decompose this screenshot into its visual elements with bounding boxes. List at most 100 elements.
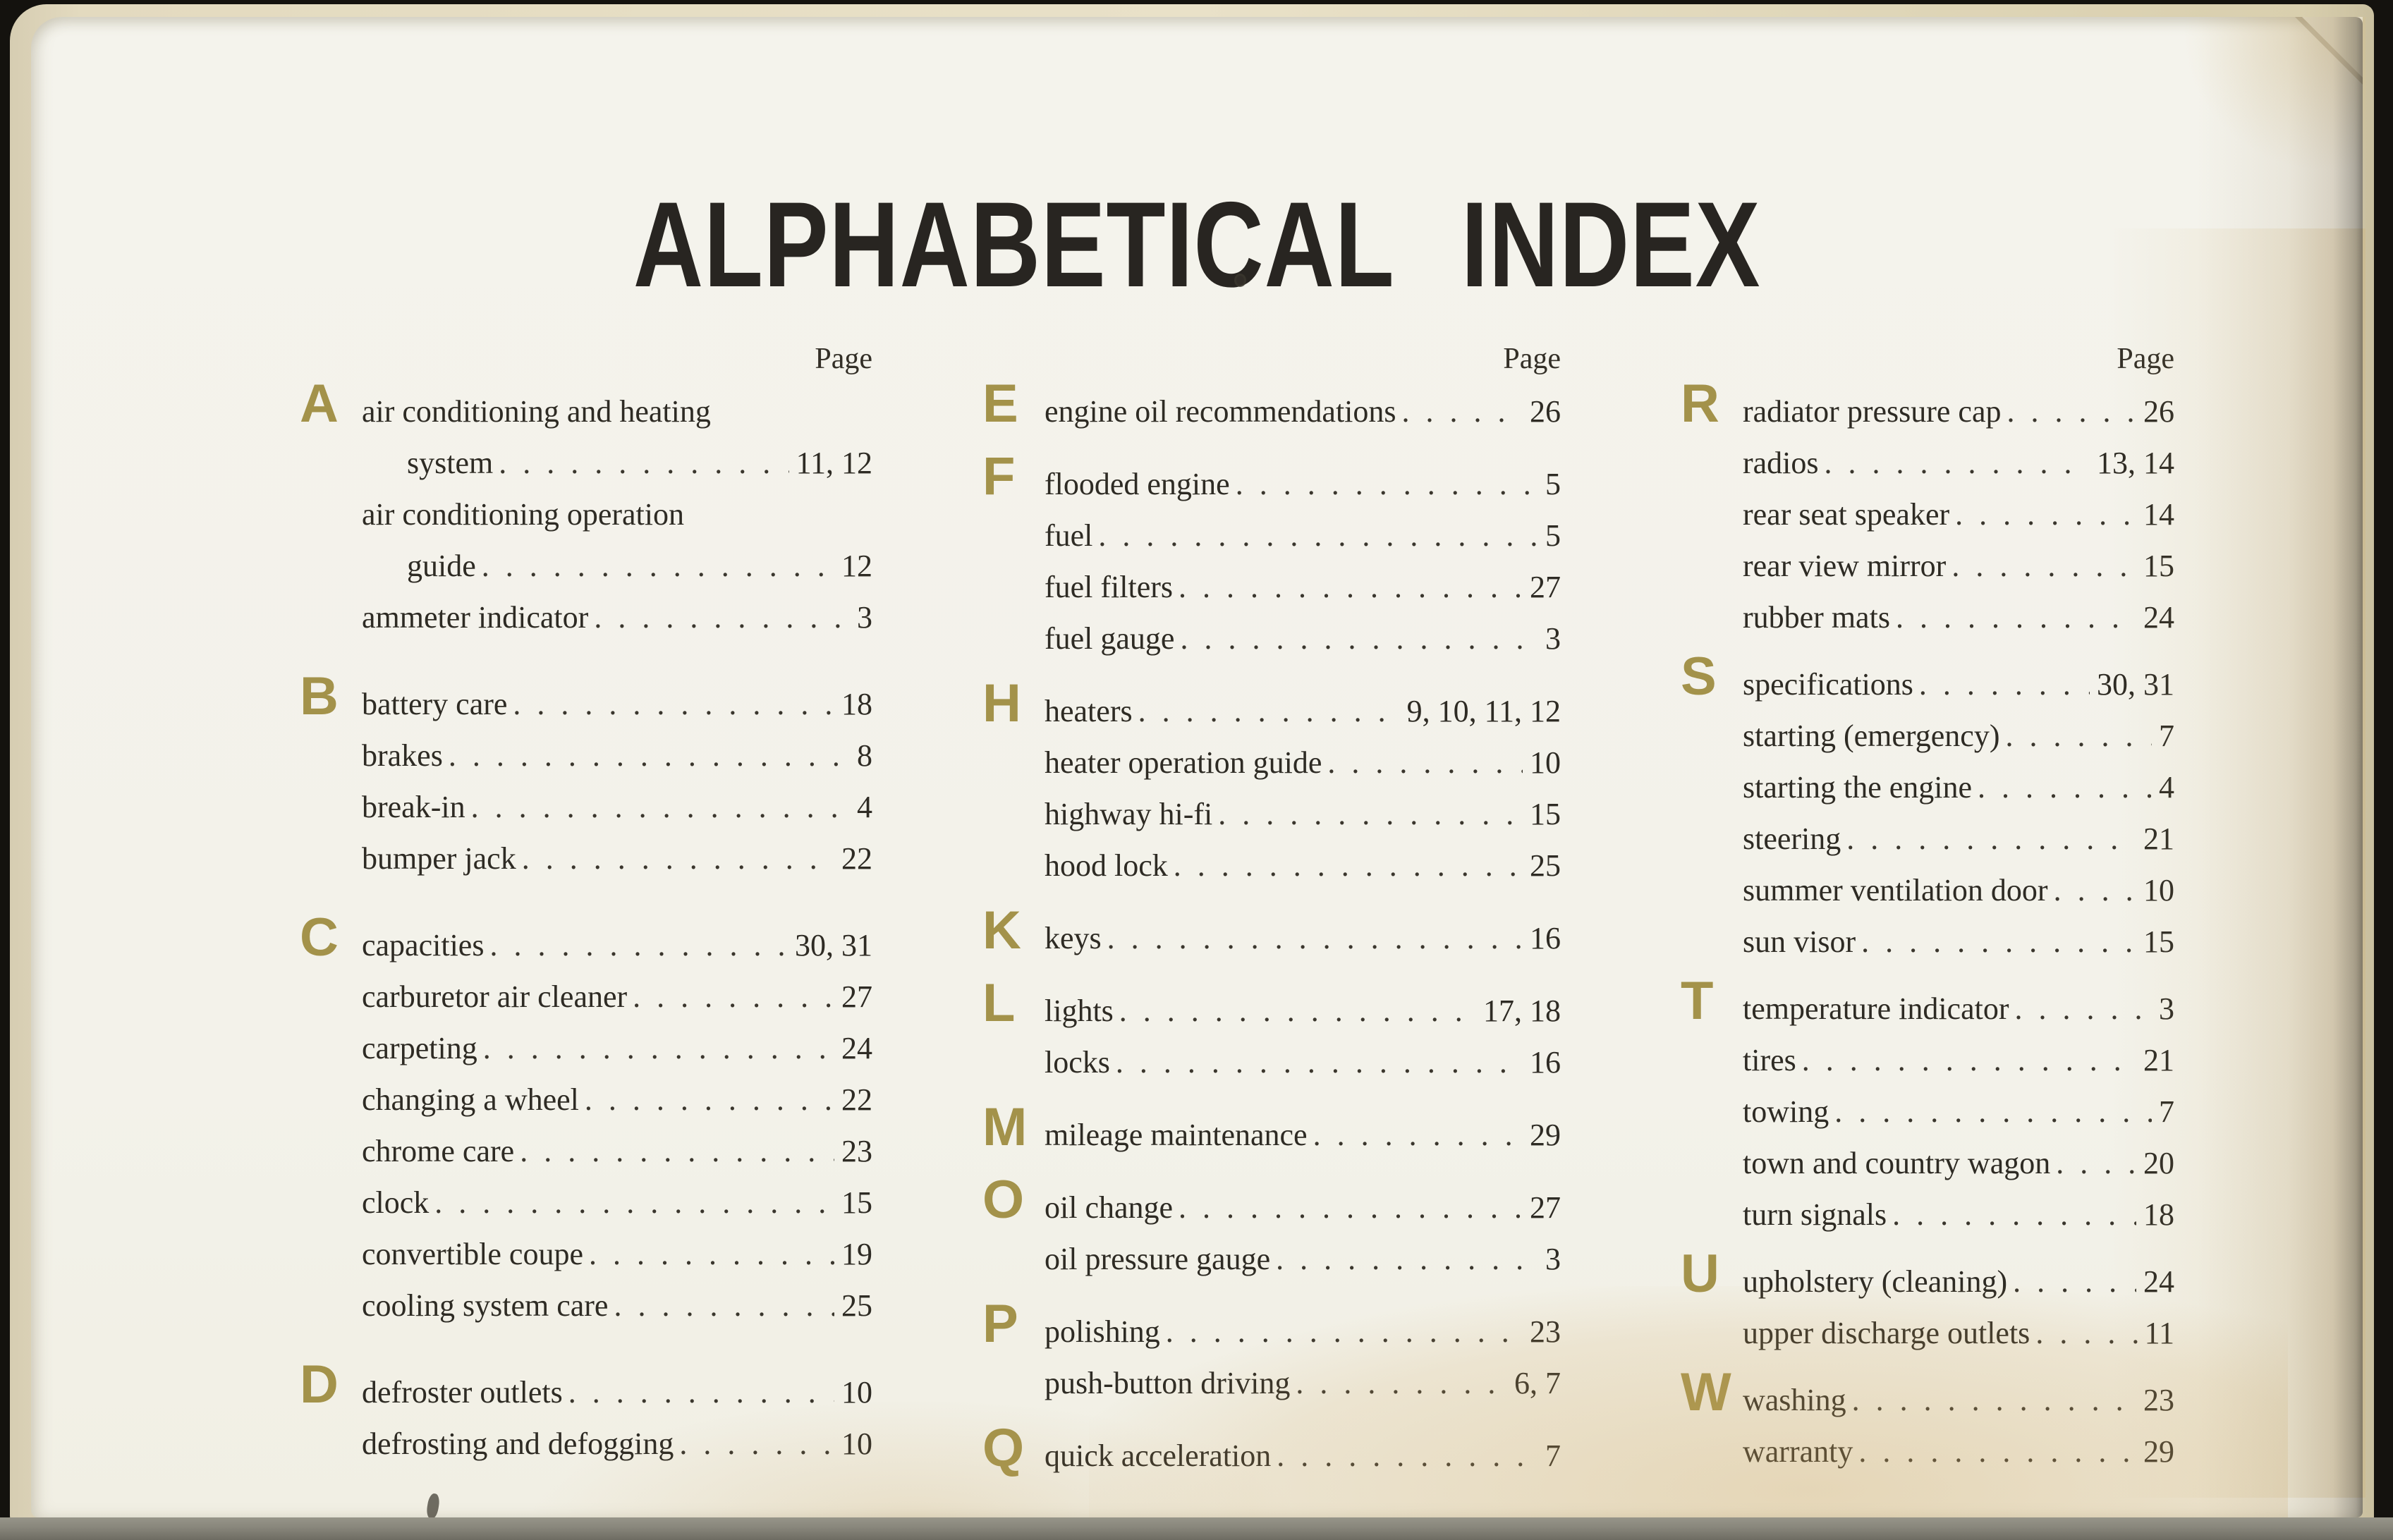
entry-page-numbers: 24: [2143, 600, 2174, 635]
entry-page-numbers: 8: [857, 738, 872, 773]
entry-page-numbers: 16: [1530, 1045, 1561, 1080]
page-column-header: Page: [815, 343, 872, 375]
entry-page-numbers: 7: [1545, 1438, 1561, 1473]
entry-page-numbers: 25: [841, 1288, 872, 1323]
entry-text: engine oil recommendations: [1045, 394, 1396, 429]
entry-text: hood lock: [1045, 848, 1168, 883]
letter-spacer: [300, 829, 362, 873]
page-column-header: Page: [1503, 343, 1561, 375]
index-row: air conditioning operation: [300, 485, 872, 537]
entry-page-numbers: 18: [2143, 1197, 2174, 1232]
dot-leader: [1951, 544, 2136, 588]
dot-leader: [614, 1284, 834, 1328]
letter-spacer: [982, 558, 1045, 601]
letter-spacer: [982, 836, 1045, 880]
index-row: fuel filters 27: [982, 558, 1561, 609]
dot-leader: [449, 734, 850, 778]
index-row: convertible coupe 19: [300, 1225, 872, 1276]
entry-text: lights: [1045, 994, 1114, 1028]
letter-spacer: [300, 778, 362, 821]
letter-spacer: [982, 609, 1045, 653]
entry-text: battery care: [362, 687, 508, 721]
entry-page-numbers: 7: [2159, 719, 2174, 753]
index-row: warranty 29: [1681, 1422, 2174, 1474]
section-letter: S: [1681, 647, 1717, 707]
entry-page-numbers: 16: [1530, 921, 1561, 955]
index-row: break-in 4: [300, 778, 872, 829]
entry-page-numbers: 7: [2159, 1094, 2174, 1129]
entry-text: break-in: [362, 790, 465, 824]
dot-leader: [1277, 1434, 1538, 1478]
index-row: heater operation guide 10: [982, 733, 1561, 785]
dot-leader: [585, 1078, 834, 1122]
dot-leader: [2056, 1142, 2136, 1185]
dot-leader: [2035, 1312, 2137, 1355]
dot-leader: [1825, 441, 2090, 485]
entry-page-numbers: 14: [2143, 497, 2174, 532]
entry-text: carpeting: [362, 1031, 477, 1065]
letter-spacer: [300, 1122, 362, 1166]
letter-spacer: [300, 1070, 362, 1114]
section-letter: W: [1681, 1362, 1731, 1422]
entry-page-numbers: 24: [841, 1031, 872, 1065]
entry-page-numbers: 5: [1545, 467, 1561, 501]
entry-text: starting the engine: [1743, 770, 1973, 805]
page-curl-shadow: [2197, 17, 2363, 1517]
dot-leader: [1919, 663, 2090, 707]
index-row: steering 21: [1681, 809, 2174, 861]
index-row: carburetor air cleaner 27: [300, 967, 872, 1019]
entry-page-numbers: 10: [1530, 745, 1561, 780]
letter-spacer: [1681, 912, 1743, 956]
entry-page-numbers: 13, 14: [2097, 446, 2174, 480]
entry-text: heater operation guide: [1045, 745, 1322, 780]
entry-page-numbers: 15: [1530, 797, 1561, 831]
entry-text: carburetor air cleaner: [362, 979, 628, 1014]
entry-text: locks: [1045, 1045, 1110, 1080]
dot-leader: [1166, 1310, 1523, 1354]
index-row: brakes 8: [300, 726, 872, 778]
index-row: system 11, 12: [300, 434, 872, 485]
index-row: rear view mirror 15: [1681, 537, 2174, 588]
entry-page-numbers: 27: [841, 979, 872, 1014]
dot-leader: [2014, 987, 2152, 1031]
dot-leader: [568, 1371, 834, 1414]
dot-leader: [434, 1181, 834, 1225]
entry-text: push-button driving: [1045, 1366, 1291, 1400]
entry-text: ammeter indicator: [362, 600, 589, 635]
entry-text: fuel gauge: [1045, 621, 1175, 656]
section-letter: T: [1681, 971, 1714, 1031]
entry-text: washing: [1743, 1383, 1846, 1417]
letter-spacer: [300, 1173, 362, 1217]
page-title-text: ALPHABETICAL INDEX: [633, 177, 1761, 312]
index-row: clock 15: [300, 1173, 872, 1225]
entry-text: bumper jack: [362, 841, 516, 876]
dot-leader: [1180, 617, 1538, 661]
dot-leader: [679, 1422, 834, 1466]
dot-leader: [2013, 1260, 2136, 1304]
entry-page-numbers: 9, 10, 11, 12: [1406, 694, 1561, 728]
index-row: summer ventilation door 10: [1681, 861, 2174, 912]
entry-page-numbers: 30, 31: [2097, 667, 2174, 702]
dot-leader: [1179, 566, 1523, 609]
section-letter: U: [1681, 1244, 1719, 1304]
entry-text: cooling system care: [362, 1288, 609, 1323]
index-row: carpeting 24: [300, 1019, 872, 1070]
entry-text: defrosting and defogging: [362, 1426, 674, 1461]
section-letter: P: [982, 1294, 1018, 1354]
dot-leader: [1852, 1379, 2136, 1422]
entry-page-numbers: 3: [1545, 621, 1561, 656]
dot-leader: [2054, 869, 2136, 912]
dot-leader: [1116, 1041, 1523, 1084]
index-row: starting the engine 4: [1681, 758, 2174, 809]
letter-spacer: [1681, 861, 1743, 905]
entry-text: system: [407, 446, 494, 480]
letter-spacer: [1681, 434, 1743, 477]
